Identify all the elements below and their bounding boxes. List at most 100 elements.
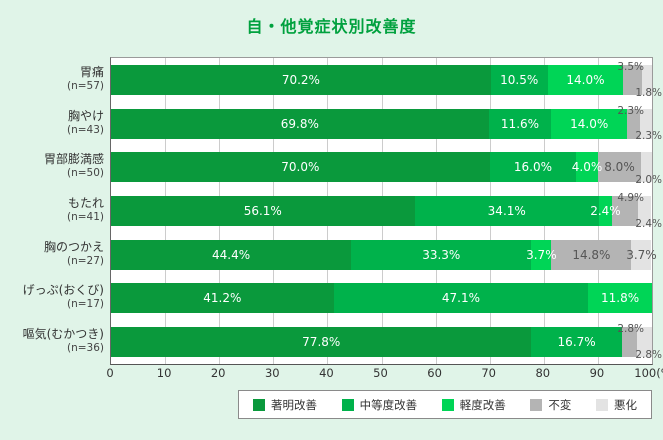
bar-row: 3.5% 1.8% 70.2% 10.5% 14.0% — [111, 58, 662, 102]
category-name: 胸のつかえ — [43, 239, 104, 254]
segment-value-label: 14.0% — [570, 116, 609, 131]
segment-value-label: 2.4% — [590, 204, 621, 219]
legend-item: 悪化 — [596, 397, 637, 413]
segment-value-label-outside: 2.4% — [635, 217, 662, 230]
category-sample-size: (n=41) — [66, 210, 104, 223]
x-tick-label: 60 — [427, 366, 442, 380]
bar-segment — [638, 196, 652, 227]
legend-swatch-icon — [441, 398, 454, 411]
category-label: 胸のつかえ (n=27) — [0, 232, 104, 276]
segment-value-label: 16.0% — [513, 160, 553, 175]
legend-swatch-icon — [596, 398, 608, 411]
segment-value-label: 4.0% — [571, 160, 603, 175]
legend-swatch-icon — [530, 398, 543, 411]
bar-segment: 34.1% — [414, 196, 599, 227]
category-sample-size: (n=36) — [66, 342, 104, 355]
bar-segment: 70.2% — [111, 64, 491, 95]
x-tick-label: 70 — [481, 366, 497, 380]
segment-value-label: 34.1% — [487, 204, 526, 219]
bar-segment: 77.8% — [111, 327, 532, 358]
bar-segment: 14.8% — [551, 239, 632, 270]
bar-segment: 8.0% — [597, 152, 642, 183]
segment-value-label: 56.1% — [243, 204, 282, 219]
category-sample-size: (n=50) — [66, 167, 104, 180]
legend-label: 著明改善 — [271, 397, 317, 412]
category-label: げっぷ(おくび) (n=17) — [0, 276, 104, 320]
x-tick-label: 20 — [210, 366, 226, 380]
stacked-bar: 56.1% 34.1% 2.4% — [111, 196, 652, 227]
category-label: 嘔気(むかつき) (n=36) — [0, 319, 104, 363]
segment-value-label-outside: 4.9% — [617, 192, 644, 205]
legend-label: 不変 — [548, 397, 572, 412]
stacked-bar: 44.4% 33.3% 3.7% 14.8% 3.7% — [111, 239, 657, 270]
segment-value-label-outside: 2.3% — [635, 130, 662, 143]
category-name: 胃痛 — [79, 64, 104, 79]
bar-segment: 14.0% — [551, 108, 628, 139]
x-tick-label: 30 — [264, 366, 280, 380]
bar-segment: 11.6% — [488, 108, 552, 139]
bar-row: 4.9% 2.4% 56.1% 34.1% 2.4% — [111, 189, 662, 233]
segment-value-label: 16.7% — [557, 335, 596, 350]
segment-value-label: 3.7% — [526, 247, 557, 262]
segment-value-label: 77.8% — [302, 335, 341, 350]
chart-title: 自・他覚症状別改善度 — [246, 17, 417, 36]
bar-segment: 14.0% — [547, 64, 624, 95]
segment-value-label: 8.0% — [604, 160, 635, 175]
category-label: 胸やけ (n=43) — [0, 101, 104, 145]
legend-label: 悪化 — [614, 397, 637, 412]
legend-label: 軽度改善 — [459, 397, 506, 412]
legend-label: 中等度改善 — [359, 397, 418, 412]
x-tick-label: 10 — [156, 366, 172, 380]
bar-segment: 2.4% — [590, 196, 621, 227]
category-name: 胃部膨満感 — [43, 152, 104, 167]
x-tick-label: 90 — [589, 366, 605, 380]
category-name: 胸やけ — [67, 108, 104, 123]
x-tick-label: 100(%) — [634, 366, 663, 380]
stacked-bar: 41.2% 47.1% 11.8% — [111, 283, 652, 314]
x-tick-label: 0 — [106, 366, 114, 380]
category-sample-size: (n=43) — [66, 123, 104, 136]
bar-segment: 70.0% — [111, 152, 490, 183]
category-axis: 胃痛 (n=57) 胸やけ (n=43) 胃部膨満感 (n=50) もたれ (n=41) 胸のつ… — [0, 57, 104, 363]
bar-segment: 41.2% — [111, 283, 334, 314]
category-label: 胃部膨満感 (n=50) — [0, 144, 104, 188]
bar-row: 2.3% 2.3% 69.8% 11.6% 14.0% — [111, 102, 662, 146]
bar-segment: 4.0% — [572, 152, 602, 183]
category-label: もたれ (n=41) — [0, 188, 104, 232]
segment-value-label: 11.6% — [500, 116, 540, 131]
bar-segment — [621, 327, 637, 358]
legend-swatch-icon — [253, 398, 265, 411]
segment-value-label: 41.2% — [203, 291, 242, 306]
stacked-bar: 69.8% 11.6% 14.0% — [111, 108, 652, 139]
x-tick-label: 40 — [319, 366, 334, 380]
x-axis: 0 10 20 30 40 50 60 70 80 90 100(%) — [106, 366, 663, 380]
bar-row: 44.4% 33.3% 3.7% 14.8% 3.7% — [111, 233, 657, 277]
segment-value-label-outside: 2.0% — [635, 174, 662, 187]
legend-swatch-icon — [341, 398, 354, 411]
bar-segment — [641, 152, 652, 183]
bar-segment: 16.0% — [489, 152, 577, 183]
segment-value-label-outside: 2.3% — [617, 104, 644, 117]
segment-value-label-outside: 1.8% — [635, 86, 662, 99]
legend-item: 軽度改善 — [441, 397, 506, 413]
bar-segment: 44.4% — [111, 239, 352, 270]
bar-segment: 11.8% — [588, 283, 652, 314]
segment-value-label: 47.1% — [441, 291, 480, 306]
segment-value-label-outside: 3.5% — [617, 61, 644, 73]
x-tick-label: 50 — [373, 366, 388, 380]
category-name: 嘔気(むかつき) — [22, 327, 104, 342]
bar-segment: 47.1% — [333, 283, 589, 314]
segment-value-label: 70.2% — [281, 72, 320, 87]
bar-segment — [642, 64, 652, 95]
bar-segment — [639, 108, 652, 139]
bar-segment — [623, 64, 643, 95]
bar-segment: 33.3% — [351, 239, 532, 270]
segment-value-label: 10.5% — [500, 72, 539, 87]
bar-segment — [611, 196, 639, 227]
bar-segment: 56.1% — [111, 196, 415, 227]
category-sample-size: (n=27) — [66, 254, 104, 267]
segment-value-label-outside: 2.8% — [617, 323, 644, 336]
bar-rows: 3.5% 1.8% 70.2% 10.5% 14.0% 2.3% 2.3% 69.8% 11.6… — [111, 58, 662, 364]
plot-area: 3.5% 1.8% 70.2% 10.5% 14.0% 2.3% 2.3% 69.8% 11.6… — [110, 57, 662, 365]
